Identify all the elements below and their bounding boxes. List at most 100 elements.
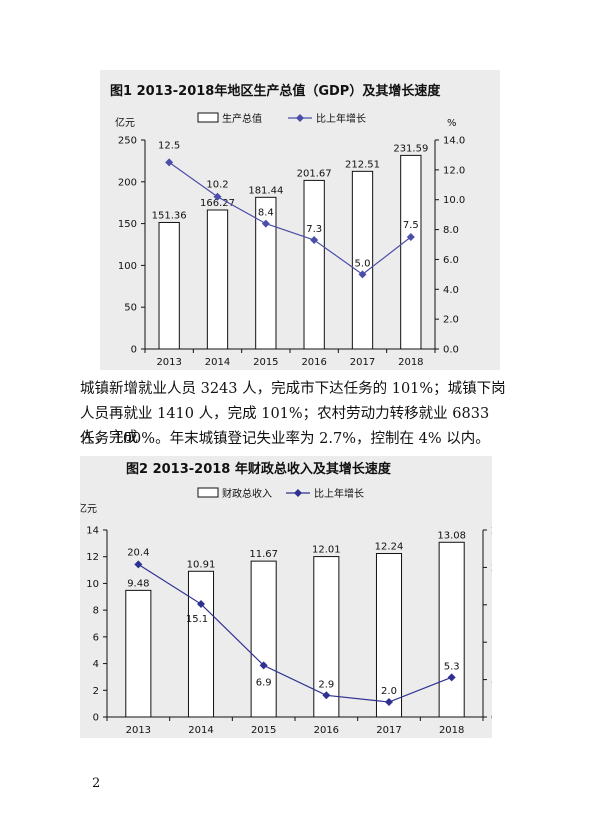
x-tick-label: 2015 — [253, 357, 278, 368]
right-tick-label: 0.0 — [491, 713, 492, 724]
bar-2014 — [187, 570, 215, 718]
legend-marker-icon — [296, 114, 304, 122]
bar-2014 — [206, 209, 229, 350]
right-tick-label: 10.0 — [443, 195, 465, 206]
growth-value-label: 2.9 — [318, 679, 334, 690]
bar-value-label: 12.24 — [375, 542, 404, 553]
legend-label-line: 比上年增长 — [314, 487, 364, 500]
chart-title: 图2 2013-2018 年财政总收入及其增长速度 — [126, 461, 392, 477]
growth-line — [168, 161, 412, 276]
left-tick-label: 0 — [131, 345, 137, 356]
left-axis-unit: 亿元 — [115, 116, 135, 129]
chart-fiscal-revenue: 图2 2013-2018 年财政总收入及其增长速度财政总收入比上年增长亿元%02… — [80, 456, 492, 738]
bar-value-label: 10.91 — [187, 559, 216, 570]
right-tick-label: 12.0 — [443, 165, 465, 176]
legend-marker-icon — [294, 489, 302, 497]
growth-point-2014 — [197, 600, 205, 609]
growth-value-label: 2.0 — [381, 686, 397, 697]
x-tick-label: 2017 — [376, 725, 401, 736]
growth-value-label: 5.3 — [444, 661, 460, 672]
bar-value-label: 231.59 — [393, 143, 428, 154]
legend-bar-swatch — [197, 112, 219, 123]
right-tick-label: 15.0 — [491, 600, 492, 611]
bar-2017 — [375, 553, 403, 718]
left-tick-label: 14 — [86, 526, 99, 537]
x-tick-label: 2013 — [156, 357, 181, 368]
x-tick-label: 2018 — [439, 725, 464, 736]
growth-point-2014 — [213, 192, 222, 201]
right-tick-label: 2.0 — [443, 315, 459, 326]
bar-value-label: 166.27 — [200, 198, 235, 209]
x-tick-label: 2016 — [301, 357, 326, 368]
bar-value-label: 151.36 — [152, 210, 187, 221]
bar-value-label: 13.08 — [437, 530, 466, 541]
bar-2015 — [250, 560, 277, 718]
growth-value-label: 10.2 — [206, 180, 228, 191]
x-tick-label: 2013 — [126, 725, 151, 736]
bar-2013 — [158, 221, 180, 350]
growth-point-2018 — [447, 673, 456, 682]
bar-2018 — [400, 154, 422, 350]
paragraph-line-3: 任务 100%。年末城镇登记失业率为 2.7%，控制在 4% 以内。 — [80, 431, 490, 447]
growth-line — [138, 563, 452, 703]
right-tick-label: 14.0 — [443, 136, 465, 147]
bar-value-label: 212.51 — [345, 159, 380, 170]
growth-value-label: 12.5 — [158, 140, 180, 151]
right-tick-label: 8.0 — [443, 225, 459, 236]
bar-2016 — [313, 556, 340, 718]
left-axis-unit: 亿元 — [80, 502, 97, 515]
x-tick-label: 2017 — [350, 357, 375, 368]
growth-value-label: 20.4 — [127, 547, 149, 558]
left-tick-label: 2 — [93, 686, 99, 697]
bar-2017 — [351, 170, 374, 350]
left-tick-label: 12 — [86, 552, 99, 563]
left-tick-label: 250 — [118, 136, 137, 147]
growth-point-2015 — [259, 661, 268, 670]
bar-2018 — [438, 541, 465, 718]
growth-point-2013 — [134, 560, 143, 569]
x-tick-label: 2016 — [314, 725, 339, 736]
growth-point-2016 — [322, 691, 331, 700]
right-tick-label: 10.0 — [491, 638, 492, 649]
bar-value-label: 11.67 — [249, 549, 278, 560]
legend-label-bars: 生产总值 — [222, 112, 262, 125]
right-tick-label: 6.0 — [443, 255, 459, 266]
left-tick-label: 50 — [124, 303, 137, 314]
chart-gdp: 图1 2013-2018年地区生产总值（GDP）及其增长速度生产总值 比上年增长 亿… — [100, 70, 500, 370]
growth-point-2017 — [358, 270, 367, 279]
growth-point-2017 — [385, 698, 393, 707]
left-tick-label: 6 — [93, 632, 99, 643]
right-tick-label: 20.0 — [491, 563, 492, 574]
legend-label-line: 比上年增长 — [316, 112, 366, 125]
growth-value-label: 15.1 — [186, 614, 208, 625]
growth-value-label: 5.0 — [355, 258, 371, 269]
growth-point-2015 — [261, 219, 270, 228]
x-tick-label: 2018 — [398, 357, 423, 368]
growth-point-2013 — [165, 158, 174, 167]
paragraph-line-1: 城镇新增就业人员 3243 人，完成市下达任务的 101%；城镇下岗 — [80, 381, 506, 397]
x-tick-label: 2015 — [251, 725, 276, 736]
page-number: 2 — [92, 776, 101, 791]
right-tick-label: 0.0 — [443, 345, 459, 356]
growth-point-2018 — [406, 233, 415, 242]
growth-point-2016 — [310, 236, 319, 245]
x-tick-label: 2014 — [188, 725, 213, 736]
legend-bar-swatch — [197, 487, 219, 498]
right-tick-label: 5.0 — [491, 675, 492, 686]
bar-value-label: 181.44 — [248, 185, 283, 196]
left-tick-label: 200 — [118, 177, 137, 188]
right-tick-label: 4.0 — [443, 285, 459, 296]
x-tick-label: 2014 — [205, 357, 230, 368]
left-tick-label: 0 — [93, 713, 99, 724]
paragraph-line-2: 人员再就业 1410 人，完成 101%；农村劳动力转移就业 6833 人，完成 — [80, 406, 490, 446]
bar-2015 — [255, 196, 277, 350]
right-tick-label: 25.0 — [491, 526, 492, 537]
left-tick-label: 100 — [118, 261, 137, 272]
bar-2013 — [125, 589, 152, 718]
left-tick-label: 10 — [86, 579, 99, 590]
right-axis-unit: % — [447, 118, 457, 129]
legend-label-bars: 财政总收入 — [222, 487, 272, 500]
growth-value-label: 6.9 — [256, 677, 272, 688]
chart-title: 图1 2013-2018年地区生产总值（GDP）及其增长速度 — [110, 83, 441, 99]
